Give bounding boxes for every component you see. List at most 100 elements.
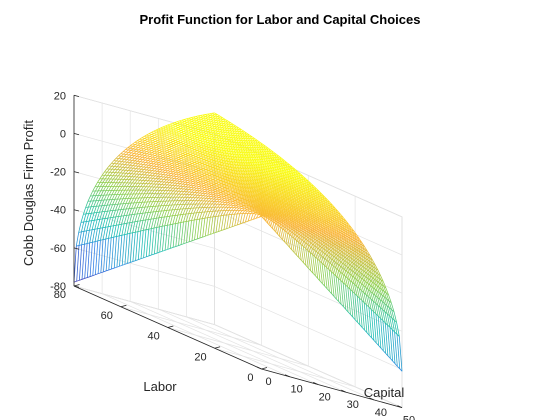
surface-mesh-segment [132, 163, 136, 166]
surface-mesh-segment [207, 211, 211, 218]
surface-mesh-segment [171, 204, 175, 211]
surface-mesh-segment [120, 203, 124, 210]
surface-mesh-segment [158, 201, 162, 207]
surface-mesh-segment [111, 237, 115, 270]
surface-mesh-segment [153, 178, 156, 182]
surface-mesh-segment [180, 186, 184, 189]
surface-mesh-segment [99, 218, 103, 220]
surface-mesh-segment [115, 204, 119, 211]
surface-mesh-segment [145, 162, 149, 166]
surface-mesh-segment [138, 168, 142, 172]
surface-mesh-segment [200, 195, 204, 199]
surface-mesh-segment [140, 159, 143, 162]
surface-mesh-segment [118, 155, 122, 159]
surface-mesh-segment [123, 156, 127, 160]
surface-mesh-segment [172, 209, 176, 216]
surface-mesh-segment [169, 185, 173, 189]
surface-mesh-segment [118, 153, 122, 157]
surface-mesh-segment [148, 228, 152, 256]
surface-mesh-segment [182, 208, 186, 215]
surface-mesh-segment [209, 203, 213, 208]
surface-mesh-segment [209, 207, 213, 212]
surface-mesh-segment [154, 186, 157, 191]
surface-mesh-segment [143, 167, 147, 170]
surface-mesh-segment [164, 210, 168, 218]
surface-mesh-segment [111, 160, 115, 164]
surface-mesh-segment [112, 210, 116, 218]
surface-mesh-segment [97, 228, 101, 241]
surface-mesh-segment [129, 157, 133, 161]
y-grid-line-floor [167, 327, 309, 367]
surface-mesh-segment [141, 171, 145, 175]
surface-mesh-segment [112, 204, 116, 211]
surface-mesh-segment [86, 229, 90, 232]
surface-mesh-segment [79, 244, 83, 281]
surface-mesh-segment [202, 195, 206, 199]
surface-mesh-segment [123, 208, 127, 216]
surface-mesh-segment [99, 218, 103, 229]
surface-mesh-segment [125, 193, 129, 199]
surface-mesh-segment [110, 225, 114, 227]
surface-mesh-segment [172, 223, 176, 225]
surface-mesh-segment [187, 200, 191, 205]
surface-mesh-segment [112, 175, 116, 180]
surface-mesh-segment [168, 196, 172, 202]
surface-mesh-segment [89, 242, 93, 277]
surface-mesh-segment [125, 170, 129, 174]
surface-mesh-segment [120, 169, 124, 174]
surface-mesh-segment [90, 200, 94, 207]
surface-mesh-segment [121, 223, 125, 225]
surface-mesh-segment [157, 171, 161, 174]
surface-mesh-segment [113, 178, 117, 183]
surface-mesh-segment [142, 177, 146, 181]
surface-mesh-segment [107, 175, 111, 180]
surface-mesh-segment [224, 198, 228, 200]
surface-mesh-segment [102, 211, 106, 220]
surface-mesh-segment [161, 205, 165, 212]
surface-mesh-segment [126, 214, 130, 224]
surface-mesh-segment [115, 178, 119, 183]
surface-mesh-segment [145, 219, 149, 221]
surface-mesh-segment [206, 200, 210, 205]
surface-mesh-segment [175, 188, 179, 192]
surface-mesh-segment [105, 178, 109, 183]
surface-mesh-segment [120, 172, 124, 177]
surface-mesh-segment [140, 189, 144, 194]
surface-mesh-segment [159, 187, 163, 191]
surface-mesh-segment [187, 204, 191, 209]
surface-mesh-segment [157, 197, 161, 202]
surface-mesh-segment [129, 214, 133, 223]
surface-mesh-segment [141, 169, 145, 173]
surface-mesh-segment [212, 210, 216, 218]
surface-mesh-segment [116, 224, 120, 237]
surface-mesh-segment [121, 156, 125, 160]
surface-mesh-segment [97, 178, 101, 183]
surface-mesh-segment [116, 158, 120, 162]
surface-mesh-segment [152, 173, 156, 176]
surface-mesh-segment [185, 213, 189, 222]
surface-mesh-segment [214, 207, 218, 212]
surface-mesh-segment [97, 186, 101, 192]
surface-mesh-segment [139, 171, 142, 175]
surface-mesh-segment [161, 181, 165, 185]
surface-mesh-segment [162, 225, 165, 227]
surface-mesh-segment [113, 236, 117, 269]
surface-mesh-segment [126, 182, 130, 187]
surface-mesh-segment [123, 154, 127, 157]
surface-mesh-segment [78, 222, 82, 233]
surface-mesh-segment [150, 211, 154, 220]
surface-mesh-segment [190, 203, 194, 209]
surface-mesh-segment [122, 194, 126, 199]
surface-mesh-segment [137, 186, 141, 191]
surface-mesh-segment [202, 217, 205, 219]
surface-mesh-segment [122, 149, 126, 152]
surface-mesh-segment [107, 171, 111, 176]
chart-title: Profit Function for Labor and Capital Ch… [140, 12, 421, 27]
surface-mesh-segment [166, 205, 170, 211]
surface-mesh-segment [177, 181, 181, 184]
surface-mesh-segment [102, 227, 106, 240]
surface-mesh-segment [130, 165, 134, 169]
surface-mesh-segment [150, 206, 154, 213]
surface-mesh-segment [152, 197, 156, 202]
surface-mesh-segment [171, 196, 175, 202]
